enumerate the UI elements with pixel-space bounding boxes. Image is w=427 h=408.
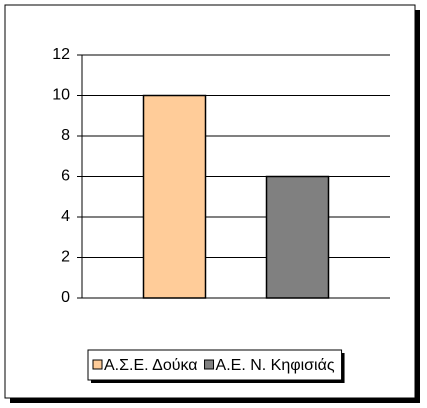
bar <box>142 94 207 299</box>
legend-swatch <box>92 359 103 370</box>
legend <box>87 349 343 381</box>
y-tick-label: 8 <box>61 127 70 144</box>
y-tick-label: 4 <box>61 208 70 225</box>
y-tick-label: 6 <box>61 168 70 185</box>
y-tick-label: 2 <box>61 249 70 266</box>
y-tick-label: 10 <box>52 87 70 104</box>
legend-swatch <box>204 359 215 370</box>
y-tick-label: 0 <box>61 289 70 306</box>
chart-frame <box>4 4 416 399</box>
bar <box>265 175 330 299</box>
legend-label: Α.Σ.Ε. Δούκα <box>104 357 198 374</box>
legend-label: Α.Ε. Ν. Κηφισιάς <box>216 357 335 374</box>
y-tick-label: 12 <box>52 46 70 63</box>
